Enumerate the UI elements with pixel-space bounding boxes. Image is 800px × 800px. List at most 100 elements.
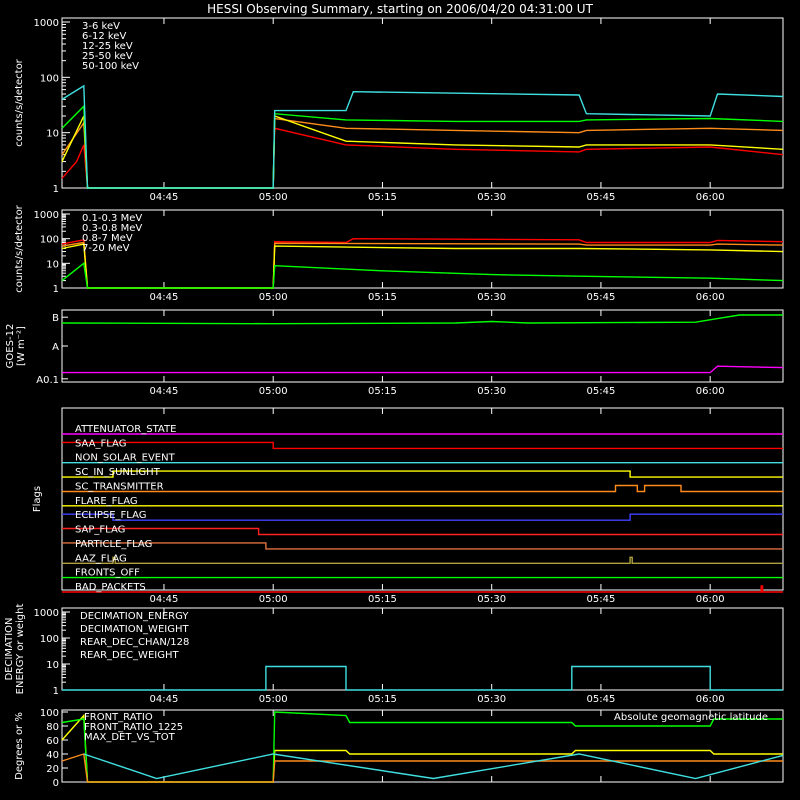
flag-label: SAA_FLAG xyxy=(75,438,126,449)
legend-entry: 6-12 keV xyxy=(82,31,126,42)
ratio-line-2 xyxy=(61,753,783,783)
y-tick-label: 10 xyxy=(46,259,59,270)
goes-ylabel-units: [W m⁻²] xyxy=(16,326,27,366)
flag-label: ECLIPSE_FLAG xyxy=(75,510,146,521)
flag-label: FLARE_FLAG xyxy=(75,496,138,507)
x-tick-label: 05:45 xyxy=(587,386,616,397)
x-tick-label: 06:00 xyxy=(696,292,725,303)
series-line-6-12-kev xyxy=(61,117,784,189)
panel-frame-5 xyxy=(61,709,784,783)
y-tick-label: 1000 xyxy=(34,608,59,619)
y-tick-label: 10 xyxy=(46,129,59,140)
y-tick-label: 80 xyxy=(46,722,59,733)
ratio-line-1 xyxy=(61,711,783,783)
y-tick-label: 20 xyxy=(46,764,59,775)
x-tick-label: 05:45 xyxy=(587,694,616,705)
flag-label: SAP_FLAG xyxy=(75,525,125,536)
y-axis-label: counts/s/detector xyxy=(14,58,25,146)
y-tick-label: 1000 xyxy=(34,18,59,29)
legend-entry: 0.1-0.3 MeV xyxy=(82,213,142,224)
y-tick-label: 40 xyxy=(46,750,59,761)
decimation-ylabel2: ENERGY or weight xyxy=(15,604,26,695)
x-tick-label: 05:15 xyxy=(368,386,397,397)
x-tick-label: 05:45 xyxy=(587,192,616,203)
legend-entry: 7-20 MeV xyxy=(82,243,130,254)
x-tick-label: 04:45 xyxy=(150,694,179,705)
flag-line-aaz-flag xyxy=(62,556,783,564)
series-line-0-1-0-3-mev xyxy=(61,237,784,289)
y-tick-label: 100 xyxy=(40,235,59,246)
y-tick-label: 100 xyxy=(40,708,59,719)
chart-title: HESSI Observing Summary, starting on 200… xyxy=(207,2,593,16)
goes-series-long xyxy=(61,314,783,325)
flag-label: ATTENUATOR_STATE xyxy=(75,424,176,435)
x-tick-label: 06:00 xyxy=(696,386,725,397)
series-line-50-100-kev xyxy=(61,84,784,189)
flags-ylabel: Flags xyxy=(32,486,43,512)
x-tick-label: 05:30 xyxy=(477,292,506,303)
y-tick-label: 1 xyxy=(53,184,59,195)
x-tick-label: 05:45 xyxy=(587,292,616,303)
y-tick-label: 0 xyxy=(53,778,59,789)
goes-series-short xyxy=(62,365,784,374)
series-line-7-20-mev xyxy=(61,261,784,289)
x-tick-label: 05:15 xyxy=(368,594,397,605)
x-tick-label: 05:00 xyxy=(259,192,288,203)
legend-entry: REAR_DEC_CHAN/128 xyxy=(80,637,189,648)
goes-ylabel: GOES-12 xyxy=(5,324,16,369)
legend-entry: 50-100 keV xyxy=(82,61,139,72)
flag-label: NON_SOLAR_EVENT xyxy=(75,453,176,464)
y-tick-label: 1 xyxy=(53,284,59,295)
y-tick-label: A xyxy=(52,342,59,353)
legend-entry: 0.8-7 MeV xyxy=(82,233,133,244)
x-tick-label: 05:00 xyxy=(259,386,288,397)
panel-frame-1 xyxy=(61,209,784,289)
panel-frame-0 xyxy=(61,17,784,189)
series-line-12-25-kev xyxy=(61,115,784,189)
legend-entry: 3-6 keV xyxy=(82,21,120,32)
flag-label: BAD_PACKETS xyxy=(75,582,146,593)
flag-label: PARTICLE_FLAG xyxy=(75,539,152,550)
legend-entry: 25-50 keV xyxy=(82,51,133,62)
x-tick-label: 04:45 xyxy=(150,386,179,397)
x-tick-label: 05:15 xyxy=(368,292,397,303)
x-tick-label: 05:15 xyxy=(368,694,397,705)
y-tick-label: 60 xyxy=(46,736,59,747)
ratio-line-3 xyxy=(83,753,784,780)
x-tick-label: 04:45 xyxy=(150,192,179,203)
flag-line-sc-transmitter xyxy=(62,484,783,493)
flag-line-sc-in-sunlight xyxy=(62,470,783,478)
y-tick-label: A0.1 xyxy=(36,375,59,386)
y-tick-label: 1000 xyxy=(34,210,59,221)
series-line-3-6-kev xyxy=(61,127,784,189)
x-tick-label: 06:00 xyxy=(696,192,725,203)
legend-entry: FRONT_RATIO_1225 xyxy=(84,722,183,733)
x-tick-label: 04:45 xyxy=(150,292,179,303)
legend-entry: MAX_DET_VS_TOT xyxy=(84,732,176,743)
legend-entry: 0.3-0.8 MeV xyxy=(82,223,142,234)
flag-line-particle-flag xyxy=(62,542,783,550)
x-tick-label: 05:00 xyxy=(259,694,288,705)
flag-line-bad-packets xyxy=(62,585,783,593)
flag-line-eclipse-flag xyxy=(62,513,783,521)
panel-frame-3 xyxy=(61,407,784,591)
flag-label: SC_TRANSMITTER xyxy=(75,481,164,492)
y-tick-label: 100 xyxy=(40,634,59,645)
decimation-ylabel: DECIMATION xyxy=(4,617,15,680)
legend-entry: DECIMATION_WEIGHT xyxy=(80,624,189,635)
series-line-0-8-7-mev xyxy=(61,243,784,289)
x-tick-label: 05:30 xyxy=(477,694,506,705)
y-axis-label: counts/s/detector xyxy=(14,204,25,292)
latitude-annotation: Absolute geomagnetic latitude xyxy=(614,712,768,723)
legend-entry: DECIMATION_ENERGY xyxy=(80,611,189,622)
ratio-ylabel: Degrees or % xyxy=(14,712,25,780)
y-tick-label: B xyxy=(52,313,59,324)
y-tick-label: 100 xyxy=(40,73,59,84)
decimation-line-2 xyxy=(62,665,783,691)
y-tick-label: 1 xyxy=(53,686,59,697)
legend-entry: FRONT_RATIO xyxy=(84,712,153,723)
x-tick-label: 05:30 xyxy=(477,386,506,397)
x-tick-label: 05:30 xyxy=(477,192,506,203)
